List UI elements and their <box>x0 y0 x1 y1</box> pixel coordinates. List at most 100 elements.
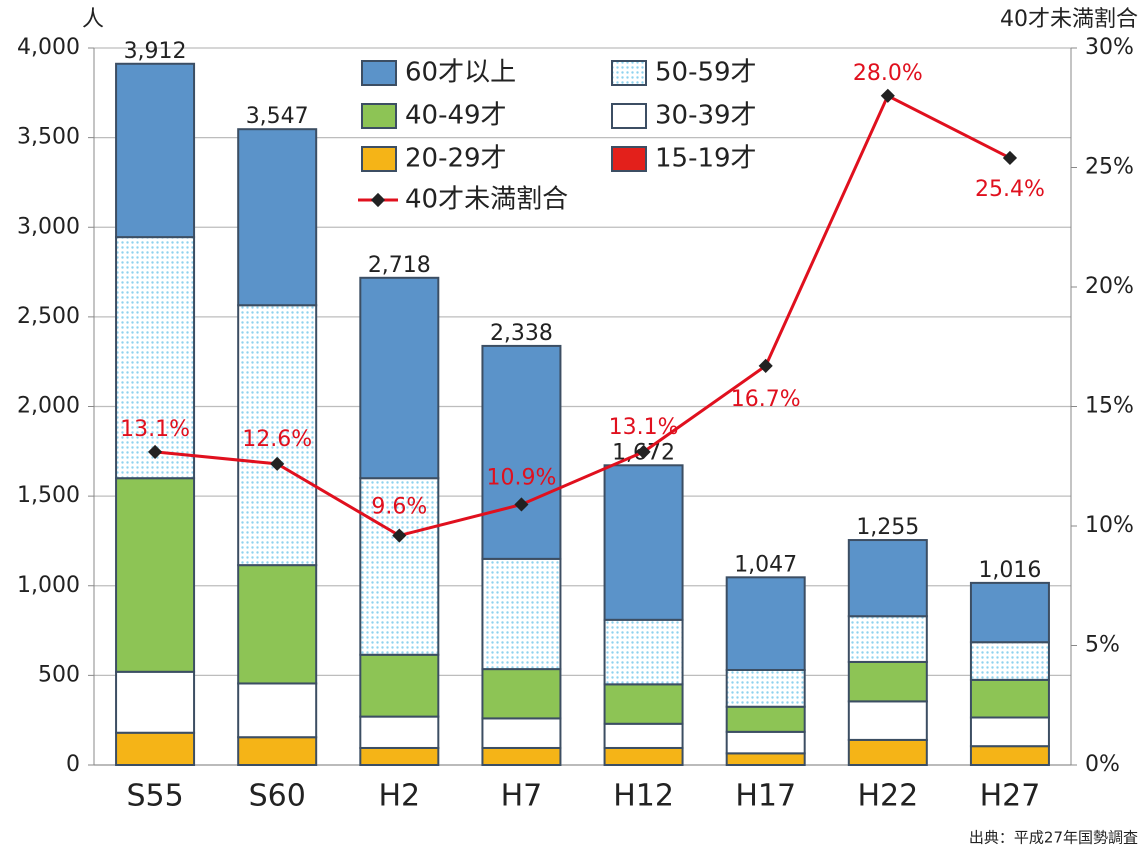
bar-segment <box>847 615 928 663</box>
bar-segment <box>115 236 196 480</box>
total-label: 2,718 <box>368 253 431 278</box>
line-marker <box>880 88 895 103</box>
y-tick-label: 2,500 <box>17 304 80 329</box>
bar-segment <box>359 715 440 749</box>
legend-swatch <box>361 146 397 172</box>
bar-segment <box>603 464 684 621</box>
legend-swatch <box>611 60 647 86</box>
y2-axis-label: 40才未満割合 <box>1000 7 1138 32</box>
line-value-label: 12.6% <box>242 427 312 452</box>
bar-segment <box>115 477 196 673</box>
line-value-label: 28.0% <box>853 61 923 86</box>
x-tick-label: S55 <box>126 779 183 814</box>
line-marker <box>392 528 407 543</box>
line-value-label: 10.9% <box>486 465 556 490</box>
bar-segment <box>481 344 562 560</box>
y-tick-label: 3,000 <box>17 214 80 239</box>
y2-tick-label: 10% <box>1085 513 1134 538</box>
legend-label: 40才未満割合 <box>405 185 568 215</box>
bar-segment <box>237 736 318 766</box>
line-value-label: 13.1% <box>609 415 679 440</box>
bar-segment <box>725 705 806 733</box>
total-label: 3,547 <box>246 104 309 129</box>
line-value-label: 16.7% <box>731 387 801 412</box>
bar-segment <box>725 576 806 671</box>
legend-label: 15-19才 <box>655 144 757 174</box>
y-axis-label: 人 <box>82 7 104 32</box>
bar-segment <box>847 700 928 741</box>
y2-tick-label: 0% <box>1085 752 1120 777</box>
bar-segment <box>481 746 562 767</box>
bar-segment <box>115 731 196 766</box>
legend-label: 60才以上 <box>405 58 516 88</box>
bar-segment <box>969 745 1050 767</box>
legend-label: 40-49才 <box>405 101 507 131</box>
y-tick-label: 2,000 <box>17 394 80 419</box>
bar-segment <box>603 683 684 725</box>
bar-segment <box>603 722 684 749</box>
line-value-label: 25.4% <box>975 177 1045 202</box>
bar-segment <box>847 660 928 703</box>
y2-tick-label: 20% <box>1085 274 1134 299</box>
line-value-label: 13.1% <box>120 417 190 442</box>
y2-tick-label: 15% <box>1085 394 1134 419</box>
x-tick-label: H12 <box>613 779 674 814</box>
y2-tick-label: 25% <box>1085 155 1134 180</box>
bar-segment <box>725 752 806 767</box>
line-marker <box>270 456 285 471</box>
total-label: 1,047 <box>734 552 797 577</box>
bar-segment <box>847 539 928 618</box>
bar-segment <box>603 746 684 767</box>
y-tick-label: 1,000 <box>17 573 80 598</box>
total-label: 1,016 <box>978 558 1041 583</box>
bar-segment <box>481 557 562 671</box>
bar-segment <box>237 682 318 739</box>
line-marker <box>758 358 773 373</box>
y-tick-label: 3,500 <box>17 125 80 150</box>
x-tick-label: H22 <box>857 779 918 814</box>
bar-segment <box>969 716 1050 748</box>
line-marker <box>636 444 651 459</box>
bar-segment <box>969 581 1050 644</box>
line-marker <box>147 444 163 459</box>
bar-segment <box>237 564 318 685</box>
y-tick-label: 4,000 <box>17 35 80 60</box>
source: 出典：平成27年国勢調査 <box>969 829 1138 847</box>
total-label: 1,255 <box>856 515 919 540</box>
legend-swatch <box>361 103 397 129</box>
bar-segment <box>969 678 1050 719</box>
legend-label: 50-59才 <box>655 58 757 88</box>
bar-segment <box>481 717 562 749</box>
line-marker <box>1002 150 1018 166</box>
bar-segment <box>359 653 440 718</box>
y-tick-label: 0 <box>66 752 80 777</box>
y-tick-label: 500 <box>38 662 80 687</box>
legend-marker <box>370 192 386 208</box>
legend-swatch <box>611 103 647 129</box>
x-tick-label: S60 <box>249 779 306 814</box>
bar-segment <box>603 618 684 686</box>
line-marker <box>514 497 529 512</box>
line <box>154 93 1011 538</box>
bar-segment <box>359 276 440 480</box>
bar-segment <box>725 668 806 708</box>
bar-segment <box>359 477 440 656</box>
x-tick-label: H27 <box>980 779 1041 814</box>
total-label: 3,912 <box>124 39 187 64</box>
x-tick-label: H7 <box>501 779 543 814</box>
bar-segment <box>237 128 318 307</box>
legend-label: 20-29才 <box>405 144 507 174</box>
bar-segment <box>237 304 318 567</box>
legend-swatch <box>611 146 647 172</box>
y-tick-label: 1,500 <box>17 483 80 508</box>
bar-segment <box>481 668 562 720</box>
bar-segment <box>359 746 440 767</box>
bar-segment <box>725 730 806 755</box>
legend-label: 30-39才 <box>655 101 757 131</box>
bar-segment <box>969 641 1050 681</box>
bar-segment <box>115 670 196 734</box>
total-label: 2,338 <box>490 321 553 346</box>
bar-segment <box>847 738 928 767</box>
legend-swatch <box>361 60 397 86</box>
